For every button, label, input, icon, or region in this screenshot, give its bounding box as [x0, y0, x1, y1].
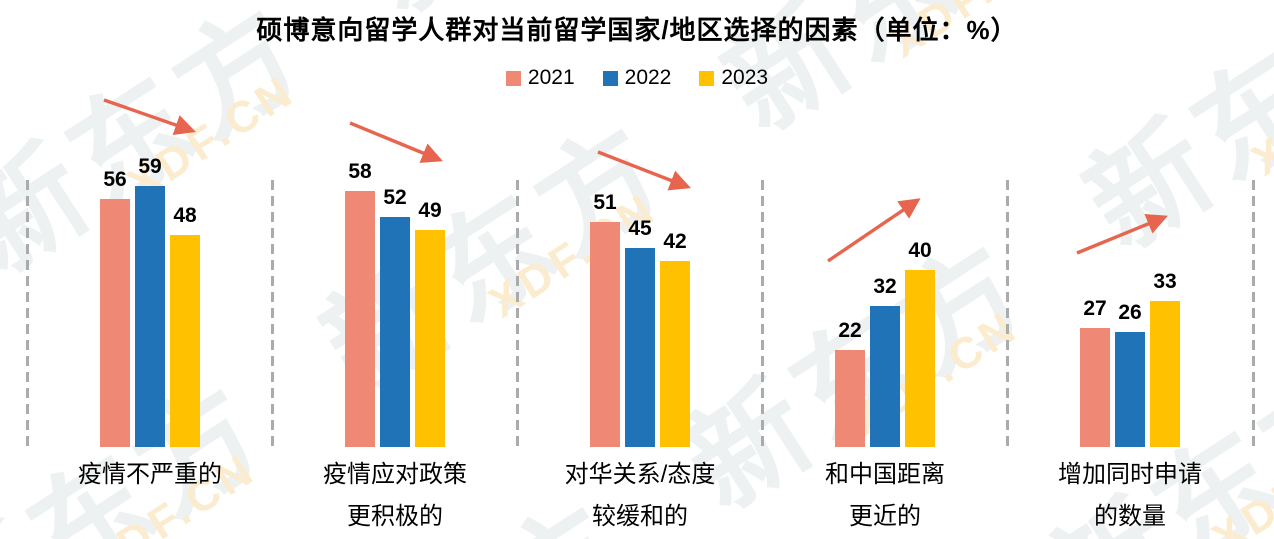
legend-label: 2023 [721, 66, 769, 89]
bar-2023-疫情不严重的 [170, 235, 200, 447]
group-separator-line [515, 180, 519, 447]
bar-2023-增加同时申请的数量 [1150, 301, 1180, 447]
legend-label: 2021 [527, 66, 575, 89]
category-label: 疫情不严重的 [78, 461, 222, 488]
bar-2021-对华关系/态度较缓和的 [590, 222, 620, 447]
bar-2022-对华关系/态度较缓和的 [625, 248, 655, 447]
category-label: 疫情应对政策 更积极的 [323, 461, 467, 530]
category-label: 对华关系/态度 较缓和的 [564, 461, 716, 530]
bar-value-label: 27 [1083, 297, 1107, 320]
bar-2022-和中国距离更近的 [870, 306, 900, 447]
bar-2021-疫情应对政策更积极的 [345, 191, 375, 447]
bar-2021-和中国距离更近的 [835, 350, 865, 447]
bar-2021-疫情不严重的 [100, 199, 130, 447]
legend-swatch-2021 [505, 70, 521, 86]
bar-value-label: 59 [138, 155, 162, 178]
chart-title: 硕博意向留学人群对当前留学国家/地区选择的因素（单位：%） [256, 15, 1018, 45]
bar-value-label: 56 [103, 168, 127, 191]
bar-value-label: 49 [418, 199, 442, 222]
bar-2021-增加同时申请的数量 [1080, 328, 1110, 447]
category-label: 和中国距离 更近的 [825, 461, 945, 530]
bar-value-label: 32 [873, 275, 897, 298]
bar-2022-疫情应对政策更积极的 [380, 217, 410, 447]
bar-value-label: 51 [593, 191, 617, 214]
bar-value-label: 26 [1118, 301, 1142, 324]
legend-item-2022: 2022 [602, 66, 672, 90]
group-separator-line [1251, 180, 1255, 447]
legend-label: 2022 [624, 66, 672, 89]
legend-swatch-2023 [699, 70, 715, 86]
bar-value-label: 45 [628, 217, 652, 240]
bar-value-label: 33 [1153, 270, 1177, 293]
legend-swatch-2022 [602, 70, 618, 86]
bar-2023-对华关系/态度较缓和的 [660, 261, 690, 447]
bar-value-label: 40 [908, 239, 932, 262]
bar-2023-和中国距离更近的 [905, 270, 935, 447]
group-separator-line [25, 180, 29, 447]
bar-2023-疫情应对政策更积极的 [415, 230, 445, 447]
bar-value-label: 22 [838, 319, 862, 342]
bar-2022-疫情不严重的 [135, 186, 165, 447]
group-separator-line [761, 180, 765, 447]
bar-value-label: 52 [383, 186, 407, 209]
category-label: 增加同时申请 的数量 [1058, 461, 1202, 530]
legend: 2021 2022 2023 [0, 66, 1274, 90]
bar-value-label: 58 [348, 160, 372, 183]
bar-value-label: 42 [663, 230, 687, 253]
group-separator-line [270, 180, 274, 447]
group-separator-line [1006, 180, 1010, 447]
bar-2022-增加同时申请的数量 [1115, 332, 1145, 447]
bar-value-label: 48 [173, 204, 197, 227]
legend-item-2021: 2021 [505, 66, 575, 90]
legend-item-2023: 2023 [699, 66, 768, 90]
